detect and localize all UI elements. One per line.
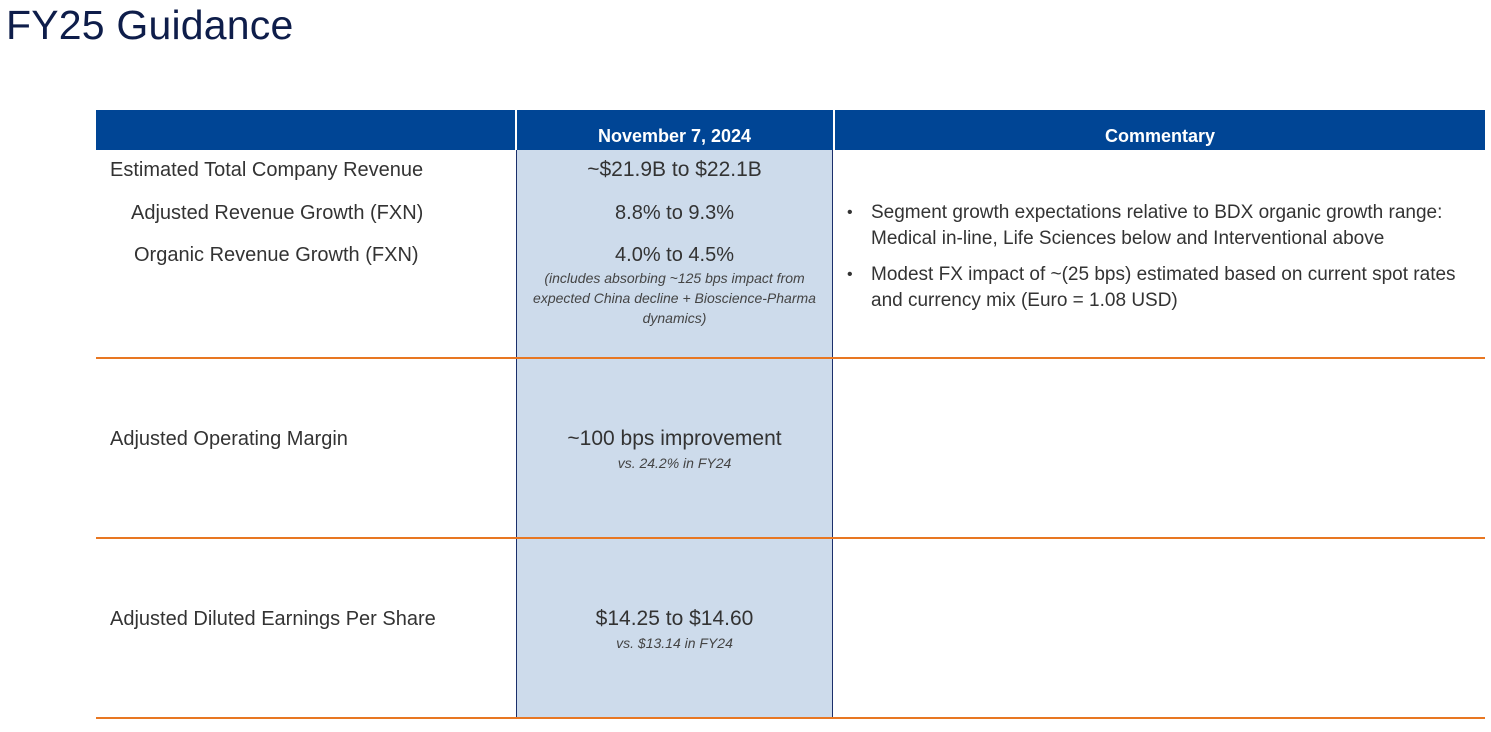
row-divider: [96, 537, 1485, 539]
commentary-text: Modest FX impact of ~(25 bps) estimated …: [871, 264, 1456, 311]
commentary-list: • Segment growth expectations relative t…: [845, 200, 1480, 324]
commentary-item: • Segment growth expectations relative t…: [845, 200, 1480, 252]
guidance-column-shade: [516, 150, 833, 718]
row-divider: [96, 357, 1485, 359]
row-label-adjusted-growth: Adjusted Revenue Growth (FXN): [131, 202, 424, 224]
bullet-icon: •: [847, 204, 853, 221]
row-label-total-revenue: Estimated Total Company Revenue: [110, 159, 424, 181]
bullet-icon: •: [847, 266, 853, 283]
row-note-organic-growth: (includes absorbing ~125 bps impact from…: [533, 270, 816, 326]
row-note-operating-margin: vs. 24.2% in FY24: [617, 455, 732, 471]
page-title: FY25 Guidance: [6, 2, 294, 48]
header-date: November 7, 2024: [597, 126, 752, 146]
row-note-eps: vs. $13.14 in FY24: [616, 635, 733, 651]
header-divider: [515, 110, 517, 150]
header-divider: [833, 110, 835, 150]
header-commentary: Commentary: [1104, 126, 1216, 146]
row-value-organic-growth: 4.0% to 4.5%: [615, 244, 734, 266]
row-label-organic-growth: Organic Revenue Growth (FXN): [134, 244, 419, 266]
row-label-operating-margin: Adjusted Operating Margin: [110, 428, 348, 450]
row-divider: [96, 717, 1485, 719]
row-value-total-revenue: ~$21.9B to $22.1B: [587, 158, 762, 181]
commentary-item: • Modest FX impact of ~(25 bps) estimate…: [845, 262, 1480, 314]
commentary-text: Segment growth expectations relative to …: [871, 202, 1443, 249]
table-header-band: [96, 110, 1485, 150]
row-value-operating-margin: ~100 bps improvement: [567, 427, 782, 450]
row-label-eps: Adjusted Diluted Earnings Per Share: [110, 608, 436, 630]
row-value-eps: $14.25 to $14.60: [595, 607, 754, 630]
row-value-adjusted-growth: 8.8% to 9.3%: [615, 202, 734, 224]
